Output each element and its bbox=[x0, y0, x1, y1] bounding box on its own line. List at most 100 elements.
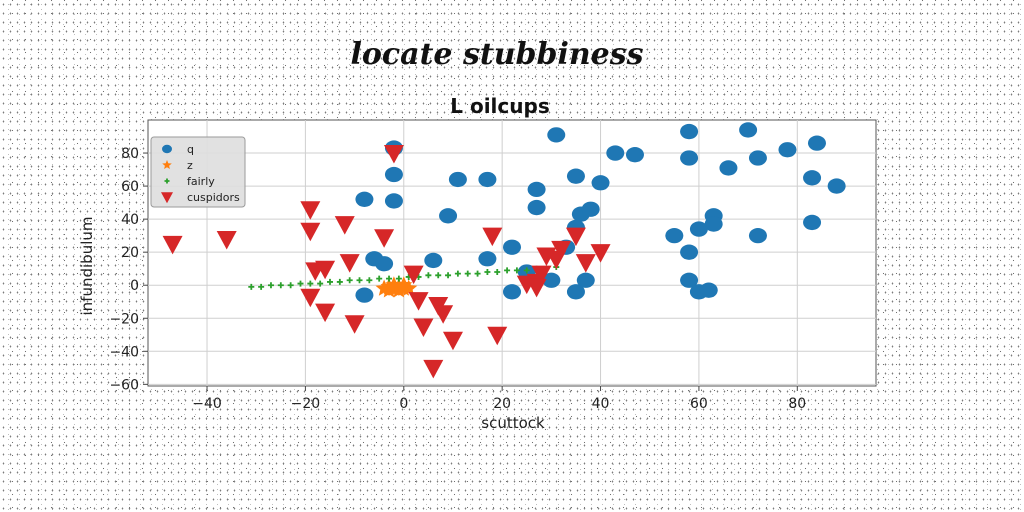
data-point-z bbox=[385, 276, 403, 293]
data-point-cuspidors bbox=[551, 240, 572, 260]
data-point-cuspidors bbox=[216, 230, 237, 250]
y-tick-label: 80 bbox=[121, 146, 139, 162]
legend-label-z: z bbox=[187, 159, 193, 172]
data-point-q bbox=[384, 166, 403, 183]
data-point-q bbox=[807, 135, 826, 151]
data-point-q bbox=[719, 160, 738, 176]
x-tick-label: 60 bbox=[690, 396, 708, 412]
data-point-q bbox=[803, 170, 822, 186]
data-point-q bbox=[503, 284, 521, 300]
data-point-cuspidors bbox=[423, 359, 444, 379]
data-point-fairly bbox=[248, 283, 255, 290]
data-point-z bbox=[395, 276, 413, 293]
data-point-q bbox=[478, 251, 497, 267]
data-point-q bbox=[748, 150, 767, 166]
data-point-fairly bbox=[327, 278, 333, 285]
chart-title: L oilcups bbox=[450, 94, 549, 118]
data-point-q bbox=[803, 214, 822, 231]
data-point-q bbox=[704, 216, 723, 232]
y-tick-label: −20 bbox=[109, 311, 139, 327]
data-point-q bbox=[527, 181, 546, 198]
legend: qz fairly cuspidors bbox=[150, 136, 246, 208]
x-axis-label: scuttock bbox=[481, 414, 545, 432]
axis-ticks: −40 −20 0 20 40 60 80 −60 −40 −20 0 20 40 60 80 bbox=[109, 146, 806, 412]
data-point-fairly bbox=[454, 270, 461, 277]
data-point-q bbox=[581, 201, 600, 217]
x-tick-label: 0 bbox=[399, 396, 408, 412]
data-point-fairly bbox=[267, 282, 274, 289]
x-tick-label: 40 bbox=[592, 396, 610, 412]
data-point-fairly bbox=[297, 280, 304, 287]
data-point-q bbox=[689, 221, 708, 237]
data-point-q bbox=[665, 228, 684, 244]
data-point-cuspidors bbox=[300, 201, 321, 220]
data-point-fairly bbox=[386, 275, 393, 282]
data-point-fairly bbox=[317, 280, 324, 287]
figure-suptitle: locate stubbiness bbox=[350, 37, 643, 72]
data-point-q bbox=[699, 282, 718, 298]
legend-marker-fairly bbox=[164, 178, 170, 184]
data-point-q bbox=[739, 122, 758, 138]
x-tick-label: 20 bbox=[493, 396, 511, 412]
data-point-q bbox=[424, 252, 443, 269]
data-point-fairly bbox=[258, 283, 265, 290]
data-point-q bbox=[680, 150, 699, 166]
data-point-cuspidors bbox=[339, 254, 360, 273]
data-point-cuspidors bbox=[305, 262, 326, 281]
legend-marker-q bbox=[162, 144, 172, 154]
data-point-q bbox=[606, 145, 625, 161]
y-axis-label: infundibulum bbox=[78, 217, 96, 316]
data-point-cuspidors bbox=[413, 318, 434, 338]
x-tick-label: −20 bbox=[291, 396, 321, 412]
data-point-cuspidors bbox=[565, 227, 586, 247]
data-point-q bbox=[680, 272, 699, 288]
data-point-cuspidors bbox=[482, 227, 503, 247]
data-point-fairly bbox=[474, 270, 481, 277]
x-tick-label: −40 bbox=[192, 396, 222, 412]
data-point-q bbox=[566, 284, 585, 300]
data-point-q bbox=[748, 228, 767, 244]
data-point-fairly bbox=[287, 282, 294, 289]
data-point-q bbox=[478, 171, 497, 188]
data-point-q bbox=[527, 199, 546, 216]
data-point-fairly bbox=[494, 269, 501, 275]
data-point-fairly bbox=[376, 275, 383, 282]
data-point-cuspidors bbox=[344, 315, 365, 334]
data-point-q bbox=[439, 208, 458, 224]
legend-label-q: q bbox=[187, 143, 194, 156]
data-point-fairly bbox=[435, 272, 442, 279]
data-point-fairly bbox=[445, 272, 452, 279]
y-tick-label: 0 bbox=[130, 278, 139, 294]
data-point-z bbox=[390, 281, 408, 298]
data-point-cuspidors bbox=[526, 278, 547, 298]
legend-marker-z bbox=[162, 160, 172, 169]
y-tick-label: 40 bbox=[121, 212, 139, 228]
data-point-q bbox=[384, 193, 403, 209]
data-point-fairly bbox=[277, 282, 284, 289]
data-points bbox=[162, 122, 846, 379]
data-point-fairly bbox=[395, 275, 402, 282]
legend-label-cuspidors: cuspidors bbox=[187, 191, 240, 204]
data-point-cuspidors bbox=[374, 229, 395, 248]
data-point-q bbox=[355, 191, 374, 207]
data-point-cuspidors bbox=[162, 235, 183, 255]
data-point-q bbox=[680, 123, 699, 140]
y-tick-label: −60 bbox=[109, 377, 139, 393]
data-point-cuspidors bbox=[536, 247, 557, 266]
data-point-q bbox=[827, 178, 846, 194]
data-point-cuspidors bbox=[383, 145, 404, 164]
data-point-fairly bbox=[504, 267, 511, 274]
data-point-fairly bbox=[307, 280, 314, 287]
legend-marker-cuspidors bbox=[161, 192, 173, 204]
data-point-q bbox=[680, 244, 699, 260]
data-point-cuspidors bbox=[300, 222, 321, 242]
data-point-fairly bbox=[356, 277, 363, 284]
data-point-fairly bbox=[425, 272, 432, 279]
data-point-z bbox=[400, 279, 418, 296]
data-point-q bbox=[355, 287, 374, 303]
data-point-fairly bbox=[366, 277, 373, 284]
legend-box bbox=[150, 136, 246, 208]
data-point-z bbox=[380, 281, 398, 298]
data-point-fairly bbox=[523, 267, 530, 274]
data-point-fairly bbox=[513, 267, 520, 274]
